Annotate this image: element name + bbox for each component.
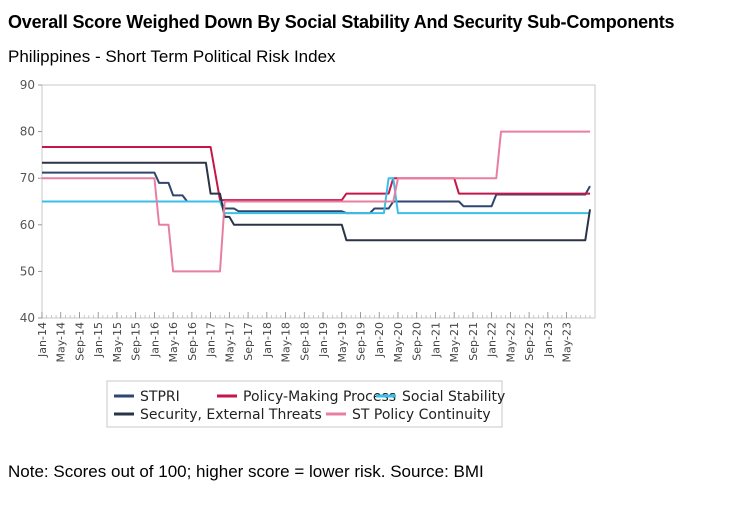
x-tick-label: Sep-22 (523, 322, 536, 361)
x-tick-label: Sep-16 (186, 322, 199, 361)
x-tick-label: Jan-19 (317, 322, 330, 358)
x-tick-label: Jan-20 (373, 322, 386, 358)
y-axis: 40 50 60 70 80 90 (20, 78, 42, 325)
footnote: Note: Scores out of 100; higher score = … (8, 462, 484, 481)
y-tick-label: 80 (20, 125, 35, 139)
x-tick-label: Jan-23 (542, 322, 555, 358)
x-tick-label: Sep-21 (467, 322, 480, 361)
x-tick-label: May-15 (111, 322, 124, 363)
series-line-social-stability (42, 177, 590, 215)
x-tick-label: Sep-15 (130, 322, 143, 361)
x-tick-label: Sep-18 (298, 322, 311, 361)
x-tick-label: May-22 (504, 322, 517, 363)
x-tick-label: Jan-14 (36, 322, 49, 358)
line-chart: 40 50 60 70 80 90 Jan-14 May-14 Sep-14 Jan-15 May… (20, 78, 596, 428)
x-tick-label: May-23 (561, 322, 574, 363)
x-tick-label: Sep-20 (411, 322, 424, 361)
y-tick-label: 90 (20, 78, 35, 92)
legend-label-policy-making-process: Policy-Making Process (243, 389, 396, 405)
series-line-stpri (42, 171, 591, 215)
y-tick-label: 40 (20, 311, 35, 325)
x-tick-label: May-20 (392, 322, 405, 363)
x-tick-label: Jan-15 (92, 322, 105, 358)
x-tick-label: May-21 (448, 322, 461, 363)
x-tick-label: Jan-16 (148, 322, 161, 358)
series-line-policy-making-process (42, 146, 590, 202)
x-tick-label: Sep-14 (73, 322, 86, 361)
x-tick-label: Jan-21 (429, 322, 442, 358)
legend-box (106, 380, 503, 428)
x-tick-label: Jan-17 (205, 322, 218, 358)
legend-label-social-stability: Social Stability (402, 389, 505, 405)
legend-label-st-policy-continuity: ST Policy Continuity (352, 407, 491, 423)
x-tick-label: Jan-18 (261, 322, 274, 358)
x-tick-label: May-16 (167, 322, 180, 363)
series-line-security-external-threats (42, 161, 591, 242)
y-tick-label: 70 (20, 171, 35, 185)
x-axis: Jan-14 May-14 Sep-14 Jan-15 May-15 Sep-15 Jan-… (36, 312, 591, 363)
x-tick-label: May-18 (280, 322, 293, 363)
series-line-st-policy-continuity (42, 130, 590, 273)
x-tick-label: May-17 (223, 322, 236, 363)
legend: STPRI Policy-Making Process Social Stabili… (114, 389, 505, 423)
series-layer (42, 130, 591, 273)
x-tick-label: Sep-19 (354, 322, 367, 361)
y-tick-label: 60 (20, 218, 35, 232)
x-tick-label: Jan-22 (486, 322, 499, 358)
y-tick-label: 50 (20, 264, 35, 278)
x-tick-label: May-14 (55, 322, 68, 363)
legend-label-security-external-threats: Security, External Threats (140, 407, 322, 423)
x-tick-label: May-19 (336, 322, 349, 363)
x-tick-label: Sep-17 (242, 322, 255, 361)
chart-title: Overall Score Weighed Down By Social Sta… (8, 12, 675, 32)
chart-subtitle: Philippines - Short Term Political Risk … (8, 47, 336, 66)
legend-label-stpri: STPRI (140, 389, 180, 405)
